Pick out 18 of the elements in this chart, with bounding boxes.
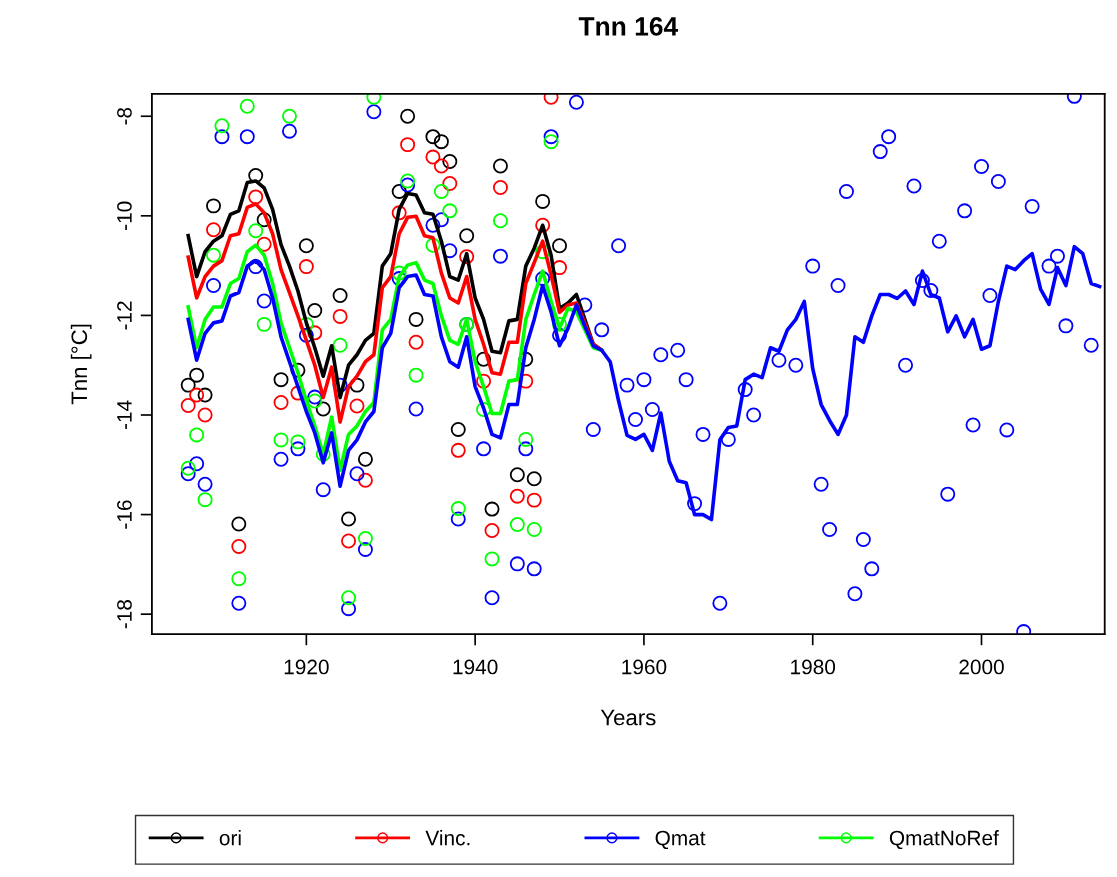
y-tick-label: -10 [117, 201, 132, 230]
legend-label: Qmat [655, 830, 706, 850]
chart-title: Tnn 164 [578, 17, 679, 36]
legend-label: QmatNoRef [889, 830, 999, 850]
x-tick-label: 1960 [622, 659, 667, 675]
x-tick-label: 1940 [453, 659, 498, 675]
y-axis-title: Tnn [°C] [70, 324, 92, 405]
y-tick-label: -18 [117, 600, 132, 629]
y-tick-label: -8 [117, 107, 132, 125]
legend-label: Vinc. [425, 830, 470, 846]
x-tick-label: 1920 [284, 659, 329, 675]
x-tick-label: 2000 [959, 659, 1004, 675]
legend-label: ori [219, 830, 241, 846]
x-tick-label: 1980 [791, 659, 836, 675]
y-tick-label: -14 [117, 400, 132, 430]
y-tick-label: -16 [117, 500, 132, 529]
y-tick-label: -12 [117, 301, 132, 330]
x-axis-title: Years [600, 709, 656, 726]
